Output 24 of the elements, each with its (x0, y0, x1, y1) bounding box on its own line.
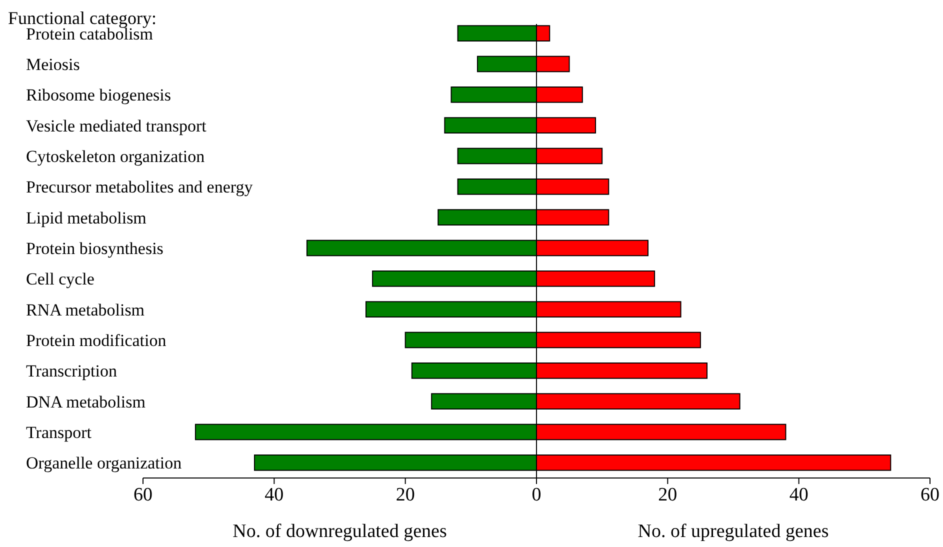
y-tick-label: Transport (26, 422, 92, 442)
y-tick-label: Vesicle mediated transport (26, 116, 207, 136)
y-tick-label: Cytoskeleton organization (26, 146, 206, 166)
x-tick-label: 60 (920, 484, 940, 506)
chart-title: Functional category: (8, 8, 156, 28)
y-tick-label: Protein modification (26, 330, 167, 350)
y-tick-label: RNA metabolism (26, 300, 145, 320)
y-tick-label: Cell cycle (26, 270, 94, 289)
y-tick-label: DNA metabolism (26, 392, 146, 412)
y-tick-label: Precursor metabolites and energy (26, 178, 254, 197)
y-tick-label: Organelle organization (26, 454, 182, 473)
y-tick-label: Lipid metabolism (26, 208, 146, 228)
y-tick-label: Ribosome biogenesis (26, 86, 171, 105)
y-tick-label: Transcription (26, 362, 118, 381)
x-tick-label: 40 (789, 484, 808, 506)
x-tick-label: 0 (532, 484, 542, 506)
y-tick-label: Protein biosynthesis (26, 238, 164, 258)
x-tick-label: 60 (134, 484, 152, 506)
x-tick-label: 20 (396, 484, 415, 506)
text: No. of upregulated genes (638, 521, 829, 542)
x-axis-title: No. of downregulated genes (232, 521, 447, 542)
y-tick-label: Meiosis (26, 54, 80, 74)
x-tick-label: 20 (658, 484, 678, 506)
x-tick-label: 40 (264, 484, 284, 506)
